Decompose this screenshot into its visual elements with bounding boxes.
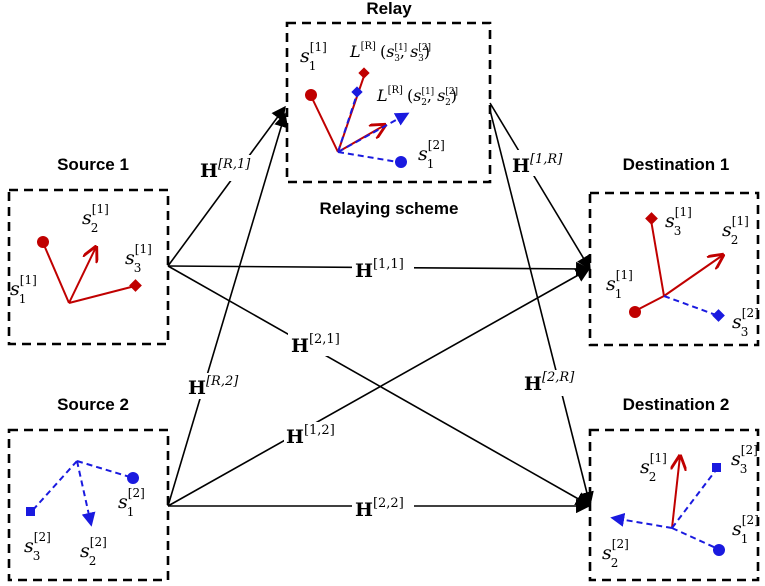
s3-1-vector [68,285,136,304]
source1-box [7,188,170,346]
svg-text:H[1,2]: H[1,2] [286,423,335,448]
h-11-superscript: [1,1] [373,257,404,272]
relaying-scheme-title: Relaying scheme [320,199,459,218]
h-r1-superscript: [R,1] [218,157,251,172]
d2-s1-2-vector [671,527,717,549]
svg-text:H[1,R]: H[1,R] [512,152,563,177]
link-h-2r [489,109,594,507]
svg-text:H[1,1]: H[1,1] [355,257,404,282]
d1-s2-1-vector [663,255,723,297]
relay-s3-1-diamond [358,67,370,79]
svg-text:H[2,2]: H[2,2] [355,496,404,521]
relay-title: Relay [366,0,412,18]
d2-label-s3-2: s[2] 3 [731,443,758,476]
d1-s3-1-vector [650,219,665,297]
h-symbol: H [291,335,309,357]
s2-2-vector [76,460,96,527]
h-1r-superscript: [1,R] [530,152,563,167]
label-s2-2: s[2] 2 [80,535,107,568]
label-s1-2: s[2] 1 [118,486,145,519]
label-h-r2: H[R,2] [186,373,254,399]
s2-1-vector [68,247,96,304]
svg-text:H[2,R]: H[2,R] [524,370,575,395]
source2-title: Source 2 [57,395,129,414]
d2-label-s2-2: s[2] 2 [602,537,629,570]
dest1-title: Destination 1 [623,155,730,174]
link-h-12 [167,268,591,507]
label-s3-1: s[1] 3 [125,242,152,275]
relay-s1-2-vector [337,151,399,163]
h-symbol: H [200,160,218,182]
h-symbol: H [512,155,530,177]
label-s1-1: s[1] 1 [10,273,37,306]
dest2-title: Destination 2 [623,395,730,414]
label-h-12: H[1,2] [284,422,344,448]
source1-title: Source 1 [57,155,129,174]
h-symbol: H [355,260,373,282]
label-h-2r: H[2,R] [522,370,592,396]
relay-label-s1-1: s[1] 1 [300,40,327,73]
h-symbol: H [286,426,304,448]
link-h-r2 [167,112,289,507]
label-h-r1: H[R,1] [196,155,264,182]
label-h-1r: H[1,R] [510,150,580,177]
d2-label-s2-1: s[1] 2 [640,451,667,484]
label-s2-1: s[1] 2 [82,202,109,235]
link-h-21 [167,265,591,506]
label-s3-2: s[2] 3 [24,530,51,563]
relay-s3-2-diamond [351,86,363,98]
relay-s1-1-dot [305,89,317,101]
source1-vectors [37,236,142,304]
s1-1-vector [43,244,70,304]
relay-label-L-s2: L[R] (s[1] 2, s[2] 2) [376,85,458,108]
d2-s3-2-square [712,463,721,472]
label-h-11: H[1,1] [352,255,414,282]
d1-s3-2-vector [663,295,717,316]
d1-s1-1-dot [629,306,641,318]
relay-s2-combo-blue [337,112,410,153]
d2-s1-2-dot [713,544,725,556]
svg-text:H[R,1]: H[R,1] [200,157,251,182]
relay-s1-2-dot [395,156,407,168]
s3-2-square [26,507,35,516]
s3-2-vector [31,460,78,512]
d2-label-s1-2: s[2] 1 [732,513,759,546]
h-symbol: H [355,499,373,521]
svg-text:H[2,1]: H[2,1] [291,332,340,357]
d1-s3-1-diamond [645,212,658,225]
d1-label-s3-2: s[2] 3 [732,306,759,339]
relay-s3-combo-blue [337,93,358,153]
dest2-vectors [610,456,725,556]
d1-label-s3-1: s[1] 3 [665,205,692,238]
d2-s2-2-vector [610,512,673,529]
link-h-1r [489,102,591,271]
s1-2-dot [127,472,139,484]
svg-text:H[R,2]: H[R,2] [188,374,239,399]
relay-label-L-s3: L[R] (s[1] 3, s[2] 3) [349,41,431,64]
d1-label-s1-1: s[1] 1 [606,268,633,301]
s3-1-diamond [129,279,142,292]
label-h-22: H[2,2] [352,494,414,521]
h-r2-superscript: [R,2] [206,374,239,389]
d1-s3-2-diamond [712,309,725,322]
d2-s2-1-vector [672,456,680,529]
link-h-r1 [167,105,286,267]
d1-s1-1-vector [636,295,665,311]
label-h-21: H[2,1] [288,330,348,357]
h-2r-superscript: [2,R] [542,370,575,385]
s1-2-vector [76,460,131,478]
h-symbol: H [188,377,206,399]
relay-label-s1-2: s[2] 1 [418,138,445,171]
source2-vectors [26,460,139,527]
h-22-superscript: [2,2] [373,496,404,511]
h-21-superscript: [2,1] [309,332,340,347]
relay-vectors [305,67,410,168]
h-symbol: H [524,373,542,395]
d1-label-s2-1: s[1] 2 [722,214,749,247]
s1-1-dot [37,236,49,248]
h-12-superscript: [1,2] [304,423,335,438]
relay-s1-1-vector [311,97,339,153]
d2-s3-2-vector [671,469,717,529]
